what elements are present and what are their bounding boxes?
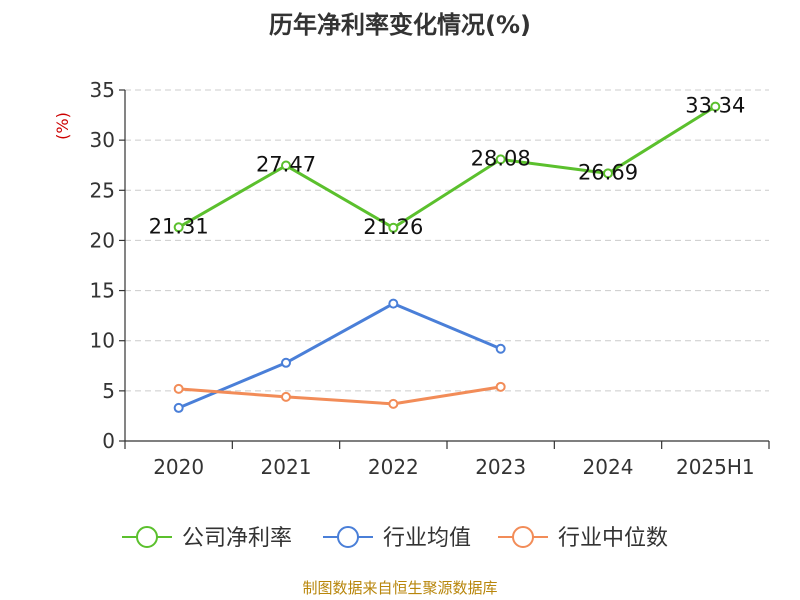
data-point [388,222,399,233]
chart-title: 历年净利率变化情况(%) [269,11,531,39]
y-tick-label: 15 [90,279,115,303]
data-label: 28.08 [471,146,531,170]
y-tick-label: 5 [102,379,115,403]
data-label: 27.47 [256,153,316,177]
data-point [173,383,184,394]
x-tick-label: 2020 [153,455,204,479]
legend-label: 行业中位数 [558,526,668,551]
legend-marker [136,526,158,548]
y-tick-label: 10 [90,329,115,353]
series-line [178,302,502,410]
data-point [495,154,506,165]
data-point [495,343,506,354]
legend-marker [337,526,359,548]
y-tick-label: 30 [90,128,115,152]
data-point [281,160,291,171]
data-label: 33.34 [685,94,745,118]
data-label: 21.31 [149,214,209,238]
x-tick-label: 2022 [368,455,419,479]
gridlines [125,89,769,392]
data-labels: 21.31 27.47 21.26 28.08 26.69 33.34 [149,94,746,239]
series-line [178,385,501,406]
data-point [388,398,399,409]
data-point [173,402,184,413]
legend: 公司净利率 行业均值 行业中位数 [122,526,668,551]
source-note: 制图数据来自恒生聚源数据库 [302,579,497,597]
y-tick-label: 20 [90,228,115,252]
data-label: 26.69 [578,160,638,184]
y-tick-label: 0 [102,429,115,453]
x-tick-label: 2021 [261,455,312,479]
y-axis-ticks: 0 5 10 15 20 25 30 35 [90,78,125,453]
x-tick-label: 2023 [475,455,526,479]
data-label: 21.26 [363,215,423,239]
data-point [281,357,291,368]
data-point [281,391,291,402]
x-tick-label: 2025H1 [676,455,755,479]
data-point [710,101,721,112]
legend-label: 公司净利率 [182,526,292,551]
legend-marker [512,526,534,548]
y-axis-unit: (%) [53,112,72,140]
data-point [388,298,399,309]
series-line [177,105,717,230]
y-tick-label: 25 [90,178,115,202]
legend-label: 行业均值 [383,526,471,551]
x-axis-ticks: 2020 2021 2022 2023 2024 2025H1 [124,441,770,479]
y-tick-label: 35 [90,78,115,102]
data-point [173,222,184,233]
data-point [603,168,613,179]
data-point [495,381,506,392]
series-group [173,101,721,413]
x-tick-label: 2024 [583,455,634,479]
